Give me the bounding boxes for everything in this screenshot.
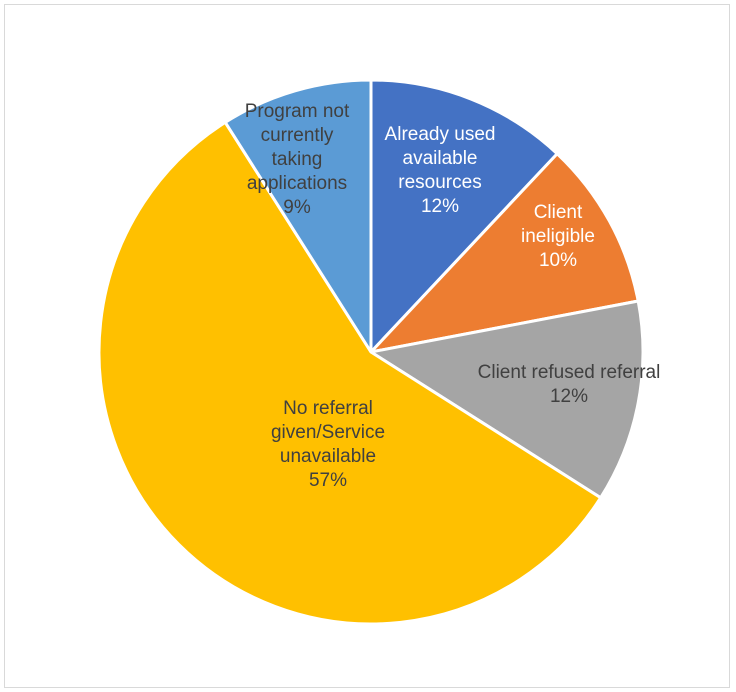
slice-label-4: Program not currently taking applications 9% bbox=[245, 101, 350, 218]
slice-category-label: taking bbox=[272, 149, 323, 170]
slice-category-label: applications bbox=[247, 173, 347, 194]
slice-category-label: ineligible bbox=[521, 226, 595, 247]
slice-category-label: Program not bbox=[245, 101, 350, 122]
slice-label-0: Already used available resources 12% bbox=[385, 124, 496, 217]
slice-label-2: Client refused referral 12% bbox=[478, 362, 661, 407]
slice-percent-label: 57% bbox=[309, 470, 347, 491]
pie-slice-4 bbox=[223, 78, 373, 354]
slice-category-label: Client bbox=[534, 202, 583, 223]
pie-labels: Already used available resources 12% Client i… bbox=[245, 101, 661, 491]
pie-slices bbox=[97, 78, 645, 626]
slice-category-label: available bbox=[403, 148, 478, 169]
pie-slice-2 bbox=[369, 299, 645, 500]
slice-percent-label: 9% bbox=[283, 197, 311, 218]
pie-slice-3 bbox=[97, 120, 603, 626]
slice-category-label: currently bbox=[261, 125, 334, 146]
slice-percent-label: 10% bbox=[539, 250, 577, 271]
slice-percent-label: 12% bbox=[550, 386, 588, 407]
slice-percent-label: 12% bbox=[421, 196, 459, 217]
slice-category-label: Already used bbox=[385, 124, 496, 145]
slice-label-1: Client ineligible 10% bbox=[521, 202, 595, 271]
slice-category-label: given/Service bbox=[271, 422, 385, 443]
pie-slice-0 bbox=[369, 78, 559, 354]
slice-category-label: No referral bbox=[283, 398, 373, 419]
slice-category-label: Client refused referral bbox=[478, 362, 661, 383]
slice-category-label: unavailable bbox=[280, 446, 376, 467]
slice-label-3: No referral given/Service unavailable 57% bbox=[271, 398, 385, 491]
pie-slice-1 bbox=[369, 152, 640, 354]
slice-category-label: resources bbox=[398, 172, 481, 193]
